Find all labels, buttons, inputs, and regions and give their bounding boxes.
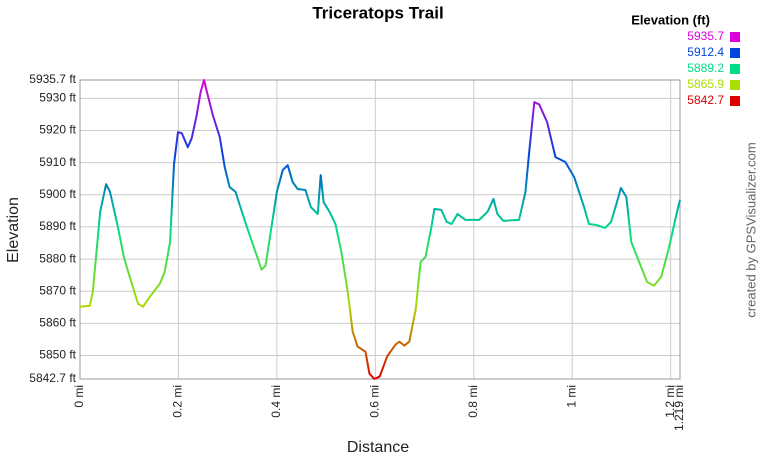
- legend-label: 5865.9: [687, 77, 724, 91]
- y-tick-label: 5870 ft: [39, 283, 76, 297]
- x-tick-label: 0.8 mi: [466, 385, 480, 418]
- chart-title: Triceratops Trail: [312, 3, 443, 22]
- y-tick-label: 5900 ft: [39, 187, 76, 201]
- legend-swatch: [730, 96, 740, 106]
- y-axis-label: Elevation: [5, 197, 22, 263]
- legend-swatch: [730, 80, 740, 90]
- x-tick-label: 0.4 mi: [269, 385, 283, 418]
- x-tick-label: 0 mi: [72, 385, 86, 408]
- y-tick-label: 5930 ft: [39, 90, 76, 104]
- y-tick-label: 5920 ft: [39, 123, 76, 137]
- x-tick-label: 1.219 mi: [672, 385, 686, 431]
- credit: created by GPSVisualizer.com: [743, 142, 758, 317]
- y-tick-label: 5890 ft: [39, 219, 76, 233]
- plot-border: [79, 79, 681, 380]
- y-tick-label: 5842.7 ft: [29, 371, 76, 385]
- legend-swatch: [730, 48, 740, 58]
- legend-swatch: [730, 32, 740, 42]
- y-tick-label: 5910 ft: [39, 155, 76, 169]
- x-tick-label: 1 mi: [564, 385, 578, 408]
- y-tick-label: 5880 ft: [39, 251, 76, 265]
- legend-label: 5935.7: [687, 29, 724, 43]
- x-tick-label: 1.2 mi: [663, 385, 677, 418]
- legend-swatch: [730, 64, 740, 74]
- legend-label: 5842.7: [687, 93, 724, 107]
- x-tick-label: 0.6 mi: [367, 385, 381, 418]
- x-axis-label: Distance: [347, 439, 409, 456]
- legend-title: Elevation (ft): [631, 12, 710, 27]
- legend-label: 5912.4: [687, 45, 724, 59]
- legend-label: 5889.2: [687, 61, 724, 75]
- y-tick-label: 5860 ft: [39, 316, 76, 330]
- elevation-line: [79, 79, 681, 380]
- x-tick-label: 0.2 mi: [171, 385, 185, 418]
- y-tick-label: 5935.7 ft: [29, 72, 76, 86]
- y-tick-label: 5850 ft: [39, 348, 76, 362]
